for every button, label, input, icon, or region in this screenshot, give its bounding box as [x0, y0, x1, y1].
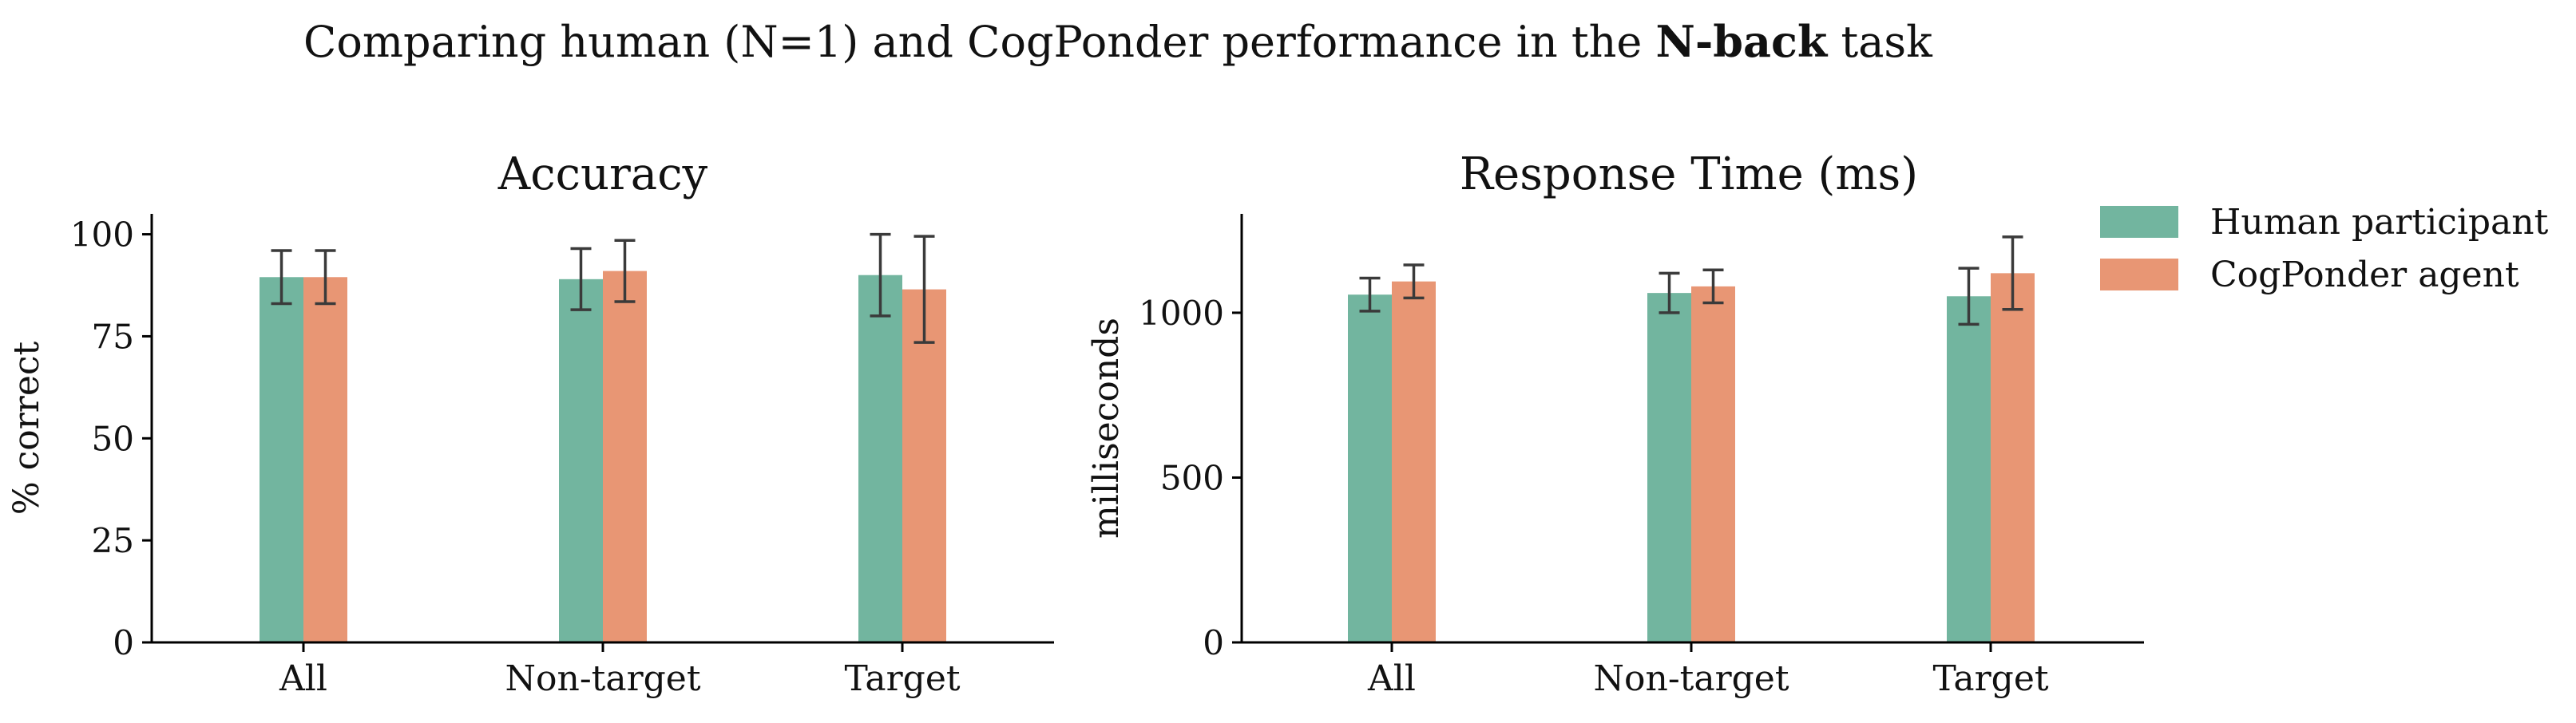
legend-label-human: Human participant [2210, 201, 2549, 243]
legend-label-cogponder: CogPonder agent [2210, 254, 2519, 295]
accuracy-y-tick-label: 25 [92, 521, 134, 560]
accuracy-error-bar [271, 249, 292, 306]
accuracy-y-tick-label: 100 [70, 215, 134, 255]
figure-title-bold: N-back [1655, 16, 1828, 67]
accuracy-y-tick-label: 0 [113, 623, 134, 662]
rt-error-bar [1702, 268, 1724, 305]
accuracy-panel-title: Accuracy [497, 148, 708, 200]
rt-bar-human [1647, 293, 1691, 642]
legend-swatch-human [2100, 206, 2178, 238]
accuracy-bar-cogponder [902, 289, 946, 642]
figure-title-prefix: Comparing human (N=1) and CogPonder perf… [303, 17, 1656, 67]
accuracy-bar-cogponder [303, 277, 347, 642]
rt-bar-human [1947, 296, 1991, 642]
rt-error-bar [1958, 267, 1980, 326]
accuracy-x-tick-label: All [279, 658, 327, 699]
accuracy-x-tick-label: Target [844, 658, 960, 699]
figure-title: Comparing human (N=1) and CogPonder perf… [303, 16, 1932, 72]
accuracy-error-bar [614, 239, 636, 303]
accuracy-y-tick-label: 75 [92, 317, 134, 356]
accuracy-bar-human [559, 279, 603, 642]
accuracy-error-bar [870, 232, 891, 318]
rt-x-tick-label: All [1367, 658, 1416, 699]
accuracy-bar-human [858, 275, 902, 642]
rt-error-bar [2002, 235, 2023, 311]
rt-bar-human [1348, 294, 1392, 642]
rt-x-tick-label: Target [1932, 658, 2048, 699]
rt-y-axis-label: milliseconds [1086, 318, 1127, 539]
accuracy-panel: 0 25 50 75 100 All Non-target Target % correct [6, 214, 1054, 699]
rt-x-tick-label: Non-target [1593, 658, 1789, 699]
rt-bar-cogponder [1392, 281, 1436, 642]
rt-bar-cogponder [1691, 286, 1735, 642]
accuracy-x-tick-label: Non-target [505, 658, 700, 699]
accuracy-error-bar [913, 235, 935, 344]
rt-error-bar [1359, 276, 1381, 313]
legend: Human participant CogPonder agent [2100, 192, 2571, 303]
legend-item-human: Human participant [2100, 200, 2548, 244]
rt-error-bar [1403, 263, 1425, 300]
accuracy-y-tick-label: 50 [92, 419, 134, 458]
rt-panel-title: Response Time (ms) [1459, 148, 1919, 200]
rt-panel: 0 500 1000 All Non-target Target milliseconds [1086, 214, 2144, 699]
accuracy-bar-cogponder [603, 271, 647, 642]
rt-y-tick-label: 0 [1203, 623, 1224, 662]
rt-y-tick-label: 500 [1160, 458, 1224, 497]
legend-swatch-cogponder [2100, 259, 2178, 290]
accuracy-bar-human [260, 277, 303, 642]
accuracy-error-bar [315, 249, 336, 306]
figure-title-suffix: task [1827, 17, 1932, 67]
legend-item-cogponder: CogPonder agent [2100, 252, 2519, 297]
accuracy-y-axis-label: % correct [6, 342, 47, 516]
accuracy-error-bar [570, 247, 592, 311]
rt-error-bar [1659, 271, 1680, 314]
rt-y-tick-label: 1000 [1139, 294, 1224, 333]
rt-bar-cogponder [1991, 273, 2035, 642]
